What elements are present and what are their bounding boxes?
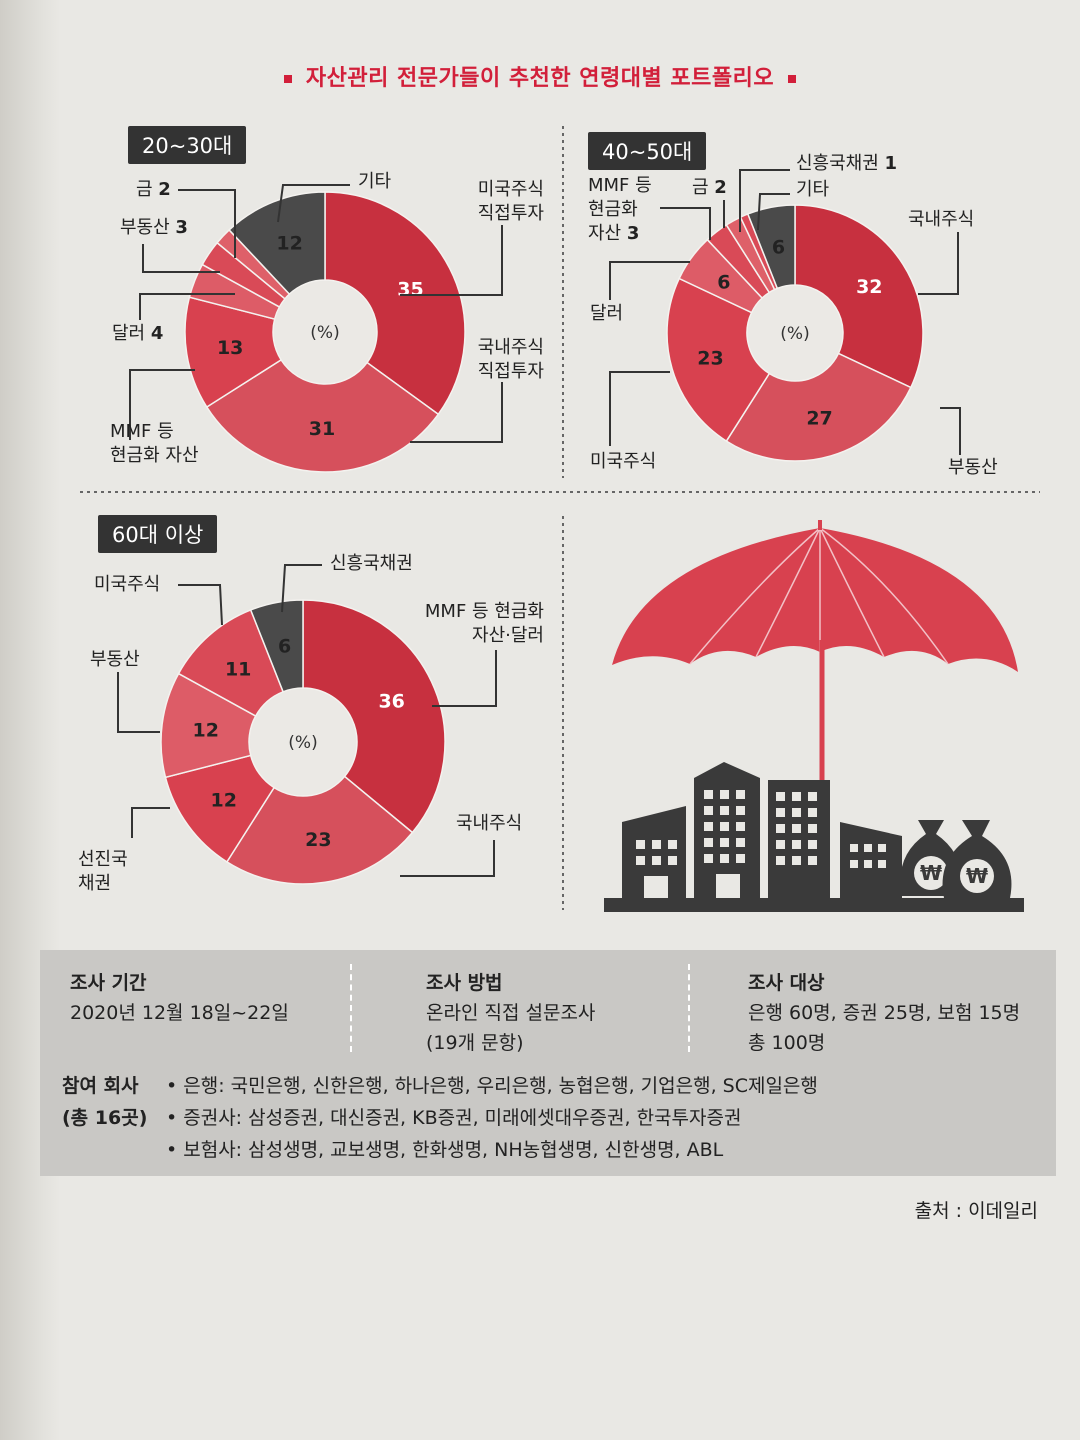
- won-sign-icon: ₩: [920, 861, 942, 885]
- donut-slice: [249, 599, 304, 693]
- donut-slice-value: 13: [217, 337, 243, 359]
- group-tag-60-plus: 60대 이상: [98, 515, 218, 553]
- label-kr-stock: 국내주식: [456, 813, 523, 834]
- participants-list: • 은행: 국민은행, 신한은행, 하나은행, 우리은행, 농협은행, 기업은행…: [166, 1070, 818, 1166]
- charts-canvas: 35 31 13 12 (%) 32 27 23 6 6 (%) 36 23 12 12 11 6 (%): [80, 126, 1040, 912]
- survey-method: 조사 방법 온라인 직접 설문조사 (19개 문항): [426, 972, 596, 1054]
- donut-slice-value: 31: [309, 418, 335, 440]
- label-dollar: 달러 4: [112, 323, 164, 344]
- won-sign-icon: ₩: [966, 864, 988, 888]
- group-tag-20-30: 20~30대: [128, 126, 247, 164]
- donut-slice: [225, 775, 414, 885]
- donut-slice-value: 6: [772, 237, 785, 259]
- donut-chart-20-30: 35 31 13 12 (%): [184, 191, 466, 473]
- group-tag-40-50: 40~50대: [588, 132, 707, 170]
- donut-slice-value: 36: [378, 690, 404, 712]
- donut-slice-value: 6: [278, 636, 291, 658]
- label-kr-stock: 국내주식: [908, 209, 975, 230]
- survey-target: 조사 대상 은행 60명, 증권 25명, 보험 15명 총 100명: [748, 972, 1021, 1054]
- donut-slice-value: 23: [305, 829, 331, 851]
- label-mmf-cash: MMF 등 현금화 자산 3: [588, 175, 652, 244]
- survey-period: 조사 기간 2020년 12월 18일~22일: [70, 972, 289, 1024]
- donut-unit-label: (%): [780, 324, 809, 344]
- donut-slice-value: 23: [697, 348, 723, 370]
- umbrella-buildings-illustration: ₩ ₩: [604, 520, 1024, 912]
- leader-lines-20-30: [129, 184, 503, 443]
- donut-slice-value: 12: [193, 720, 219, 742]
- title-square-icon: [788, 75, 797, 83]
- donut-unit-label: (%): [288, 733, 317, 753]
- label-mmf-cash: MMF 등 현금화 자산: [110, 421, 199, 466]
- label-us-stock: 미국주식: [94, 574, 161, 595]
- donut-chart-40-50: 32 27 23 6 6 (%): [666, 204, 924, 462]
- label-other: 기타: [796, 179, 830, 200]
- survey-info-box: 조사 기간 2020년 12월 18일~22일 조사 방법 온라인 직접 설문조…: [40, 950, 1056, 1176]
- source-credit: 출처 : 이데일리: [914, 1200, 1038, 1222]
- donut-slice: [746, 204, 796, 290]
- donut-slice: [725, 352, 912, 462]
- donut-hole: [748, 286, 842, 380]
- title-square-icon: [283, 75, 292, 83]
- participants-insurance: • 보험사: 삼성생명, 교보생명, 한화생명, NH농협생명, 신한생명, A…: [166, 1139, 724, 1161]
- donut-slice-value: 12: [210, 790, 236, 812]
- money-bag-icon: ₩: [942, 820, 1012, 898]
- donut-slice: [324, 191, 466, 416]
- title-text: 자산관리 전문가들이 추천한 연령대별 포트폴리오: [305, 66, 775, 91]
- donut-slice: [666, 277, 771, 443]
- label-emerging-bond: 신흥국채권: [330, 553, 413, 574]
- participants-banks: • 은행: 국민은행, 신한은행, 하나은행, 우리은행, 농협은행, 기업은행…: [166, 1075, 818, 1097]
- page-gutter-shade: [0, 0, 60, 1440]
- label-gold: 금 2: [692, 177, 727, 198]
- donut-slice: [794, 204, 924, 389]
- label-us-stock: 미국주식: [590, 451, 657, 472]
- donut-slice: [302, 599, 446, 834]
- donut-chart-60-plus: 36 23 12 12 11 6 (%): [160, 599, 446, 885]
- info-divider: [688, 964, 690, 1052]
- label-us-stock-direct: 미국주식 직접투자: [477, 179, 544, 224]
- donut-hole: [250, 689, 356, 795]
- label-real-estate: 부동산: [90, 649, 140, 670]
- donut-slice: [205, 358, 440, 473]
- umbrella-canopy-icon: [612, 528, 1018, 672]
- donut-slice-value: 32: [856, 276, 882, 298]
- label-real-estate: 부동산 3: [120, 217, 188, 238]
- label-dollar: 달러: [590, 303, 624, 324]
- label-real-estate: 부동산: [948, 457, 998, 478]
- infographic-title: 자산관리 전문가들이 추천한 연령대별 포트폴리오: [0, 60, 1080, 92]
- leader-lines-40-50: [609, 169, 961, 455]
- donut-slice-value: 11: [225, 658, 251, 680]
- label-other: 기타: [358, 171, 392, 192]
- label-developed-bond: 선진국 채권: [78, 849, 128, 894]
- label-kr-stock-direct: 국내주식 직접투자: [477, 337, 544, 382]
- participants-securities: • 증권사: 삼성증권, 대신증권, KB증권, 미래에셋대우증권, 한국투자증…: [166, 1107, 742, 1129]
- donut-slice-value: 27: [806, 408, 832, 430]
- label-emerging-bond: 신흥국채권 1: [796, 153, 898, 174]
- donut-slice-value: 12: [276, 233, 302, 255]
- donut-slice: [228, 191, 326, 296]
- donut-slice-value: 6: [717, 271, 730, 293]
- info-divider: [350, 964, 352, 1052]
- participants-heading: 참여 회사 (총 16곳): [62, 1075, 148, 1129]
- donut-hole: [274, 281, 376, 383]
- donut-slice-value: 35: [397, 278, 423, 300]
- label-gold: 금 2: [136, 179, 171, 200]
- label-mmf-cash-dollar: MMF 등 현금화 자산·달러: [424, 601, 544, 646]
- leader-lines-60-plus: [117, 564, 497, 877]
- donut-unit-label: (%): [310, 323, 339, 343]
